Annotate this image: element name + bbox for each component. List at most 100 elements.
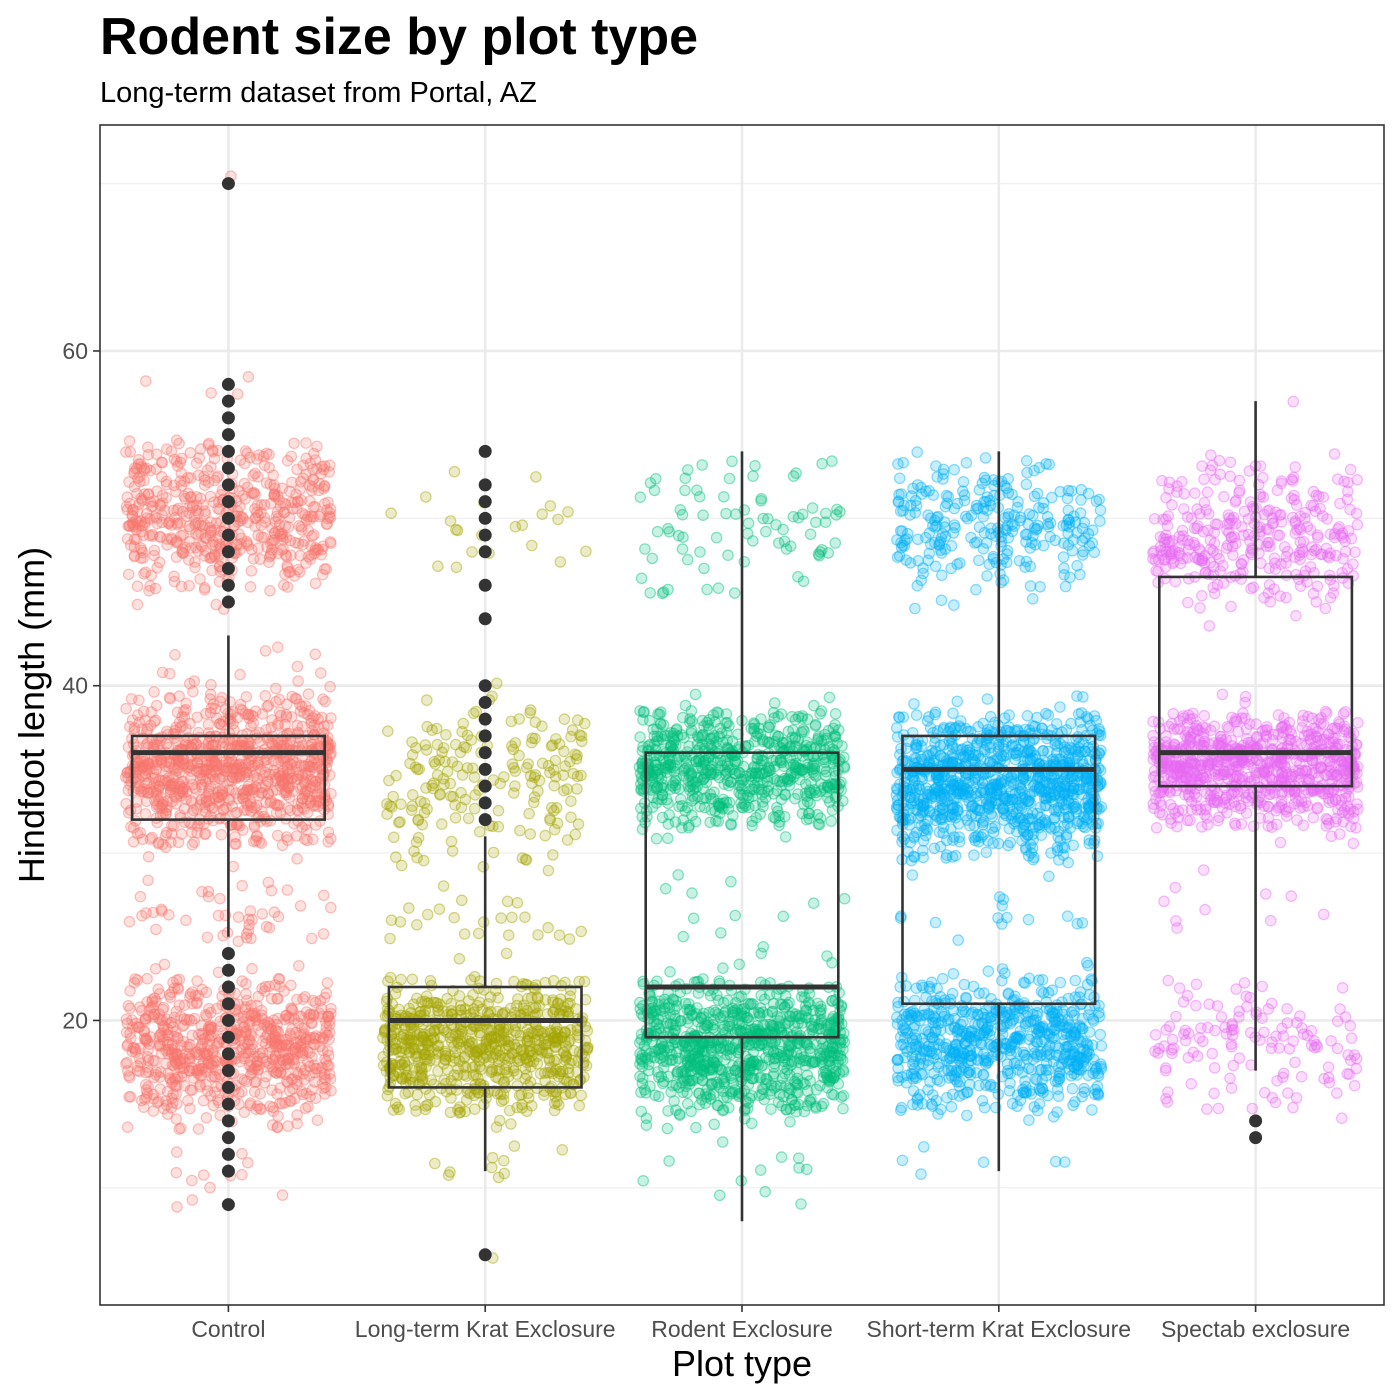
jitter-point	[241, 447, 254, 459]
jitter-point	[132, 472, 144, 484]
jitter-point	[315, 467, 327, 480]
jitter-point	[244, 1097, 257, 1109]
jitter-point	[324, 680, 336, 693]
jitter-point	[124, 985, 136, 997]
jitter-point	[324, 511, 337, 524]
jitter-point	[523, 807, 535, 820]
jitter-point	[161, 533, 173, 545]
jitter-point	[174, 517, 187, 529]
jitter-point	[399, 1087, 411, 1100]
jitter-point	[190, 499, 203, 511]
jitter-point	[163, 516, 175, 529]
jitter-point	[245, 801, 258, 813]
jitter-point	[204, 1030, 217, 1042]
jitter-point	[784, 1116, 796, 1128]
jitter-point	[796, 712, 808, 724]
jitter-point	[687, 912, 700, 925]
jitter-point	[164, 784, 177, 796]
jitter-point	[276, 839, 289, 852]
jitter-point	[279, 549, 292, 561]
jitter-point	[635, 572, 648, 585]
jitter-point	[752, 1006, 765, 1019]
jitter-point	[192, 545, 204, 557]
jitter-point	[168, 1011, 181, 1024]
jitter-point	[176, 543, 189, 556]
chart-subtitle: Long-term dataset from Portal, AZ	[100, 77, 537, 109]
jitter-point	[321, 518, 333, 530]
jitter-point	[140, 375, 152, 387]
jitter-point	[266, 534, 278, 547]
jitter-point	[825, 1088, 838, 1100]
jitter-point	[311, 440, 323, 453]
jitter-point	[455, 894, 468, 907]
jitter-point	[234, 500, 246, 513]
jitter-point	[307, 447, 320, 460]
jitter-point	[258, 459, 271, 472]
jitter-point	[251, 757, 264, 769]
jitter-point	[302, 510, 314, 523]
jitter-point	[235, 1085, 248, 1098]
jitter-point	[837, 1102, 849, 1115]
jitter-point	[804, 528, 817, 541]
jitter-point	[250, 512, 262, 524]
jitter-point	[162, 517, 175, 530]
jitter-point	[294, 549, 306, 562]
jitter-point	[323, 466, 335, 478]
jitter-point	[169, 648, 181, 661]
jitter-point	[796, 508, 809, 521]
jitter-point	[165, 836, 177, 848]
jitter-point	[269, 490, 281, 503]
jitter-point	[280, 550, 293, 563]
jitter-point	[131, 580, 144, 592]
jitter-point	[755, 754, 768, 767]
jitter-point	[256, 708, 269, 720]
jitter-point	[570, 1003, 582, 1015]
jitter-point	[236, 791, 249, 804]
jitter-point	[423, 1089, 436, 1101]
jitter-point	[417, 854, 430, 867]
jitter-point	[290, 488, 302, 500]
jitter-point	[186, 1194, 199, 1206]
jitter-point	[143, 529, 156, 542]
jitter-point	[151, 561, 163, 574]
jitter-point	[175, 479, 188, 492]
jitter-point	[159, 504, 171, 517]
jitter-point	[257, 531, 270, 544]
jitter-point	[183, 1052, 196, 1064]
jitter-point	[578, 975, 591, 988]
jitter-point	[300, 452, 313, 465]
jitter-point	[686, 795, 698, 807]
jitter-point	[318, 479, 331, 492]
jitter-point	[381, 1090, 394, 1102]
jitter-point	[177, 547, 190, 559]
jitter-point	[249, 512, 262, 525]
jitter-point	[524, 704, 537, 716]
jitter-point	[712, 1099, 724, 1112]
jitter-point	[138, 474, 150, 487]
jitter-point	[321, 504, 333, 516]
jitter-point	[177, 547, 189, 559]
jitter-point	[130, 523, 142, 536]
jitter-point	[187, 804, 200, 817]
jitter-point	[156, 489, 169, 502]
jitter-point	[191, 711, 203, 724]
jitter-point	[255, 519, 268, 531]
jitter-point	[318, 497, 331, 510]
jitter-point	[716, 1136, 729, 1148]
jitter-point	[509, 737, 522, 749]
jitter-point	[190, 527, 202, 540]
jitter-point	[438, 778, 450, 791]
jitter-point	[223, 784, 235, 796]
jitter-point	[838, 892, 851, 905]
jitter-point	[170, 455, 183, 468]
jitter-point	[663, 525, 676, 538]
jitter-point	[226, 756, 239, 768]
jitter-point	[146, 831, 158, 844]
jitter-point	[266, 543, 278, 556]
jitter-point	[179, 541, 191, 554]
jitter-point	[451, 760, 464, 773]
jitter-point	[307, 833, 319, 846]
jitter-point	[204, 490, 217, 503]
jitter-point	[214, 892, 226, 905]
jitter-point	[724, 1085, 736, 1098]
